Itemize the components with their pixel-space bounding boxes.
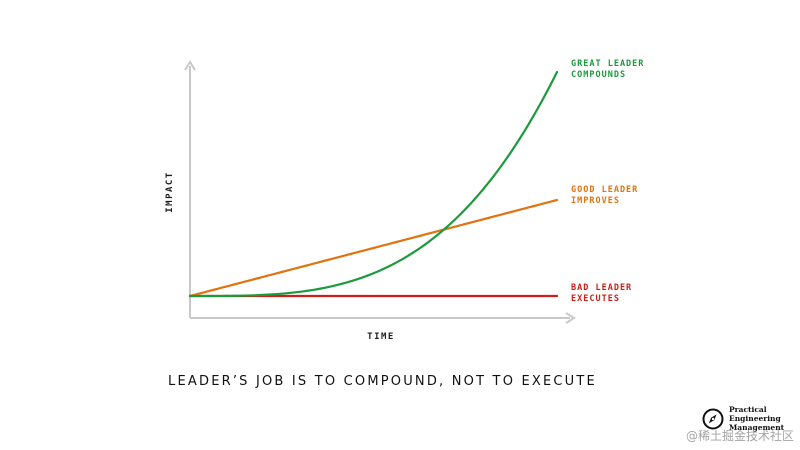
series-group xyxy=(188,70,559,298)
series-label-great-line1: GREAT LEADER xyxy=(571,59,644,69)
watermark: @稀土掘金技术社区 xyxy=(685,429,794,443)
series-label-bad: BAD LEADER EXECUTES xyxy=(571,283,632,304)
series-label-bad-line2: EXECUTES xyxy=(571,294,620,304)
series-label-good-line1: GOOD LEADER xyxy=(571,185,638,195)
x-axis-arrow-icon xyxy=(565,312,576,324)
series-label-good-line2: IMPROVES xyxy=(571,196,620,206)
series-line-exponential xyxy=(188,70,559,298)
brand-text: Practical Engineering Management xyxy=(729,405,784,432)
brand-line-3: Management xyxy=(729,423,785,432)
series-line-linear xyxy=(188,198,559,298)
x-axis-label: TIME xyxy=(367,332,395,342)
brand-line-2: Engineering xyxy=(729,414,781,423)
series-label-great: GREAT LEADER COMPOUNDS xyxy=(571,59,644,80)
series-label-great-line2: COMPOUNDS xyxy=(571,70,626,80)
tagline: LEADER’S JOB IS TO COMPOUND, NOT TO EXEC… xyxy=(168,374,597,389)
series-label-bad-line1: BAD LEADER xyxy=(571,283,632,293)
compass-icon xyxy=(702,408,724,429)
series-label-good: GOOD LEADER IMPROVES xyxy=(571,185,638,206)
brand-line-1: Practical xyxy=(729,405,767,414)
brand: Practical Engineering Management xyxy=(702,405,784,432)
y-axis-label: IMPACT xyxy=(165,171,175,213)
y-axis-arrow-icon xyxy=(184,60,196,71)
